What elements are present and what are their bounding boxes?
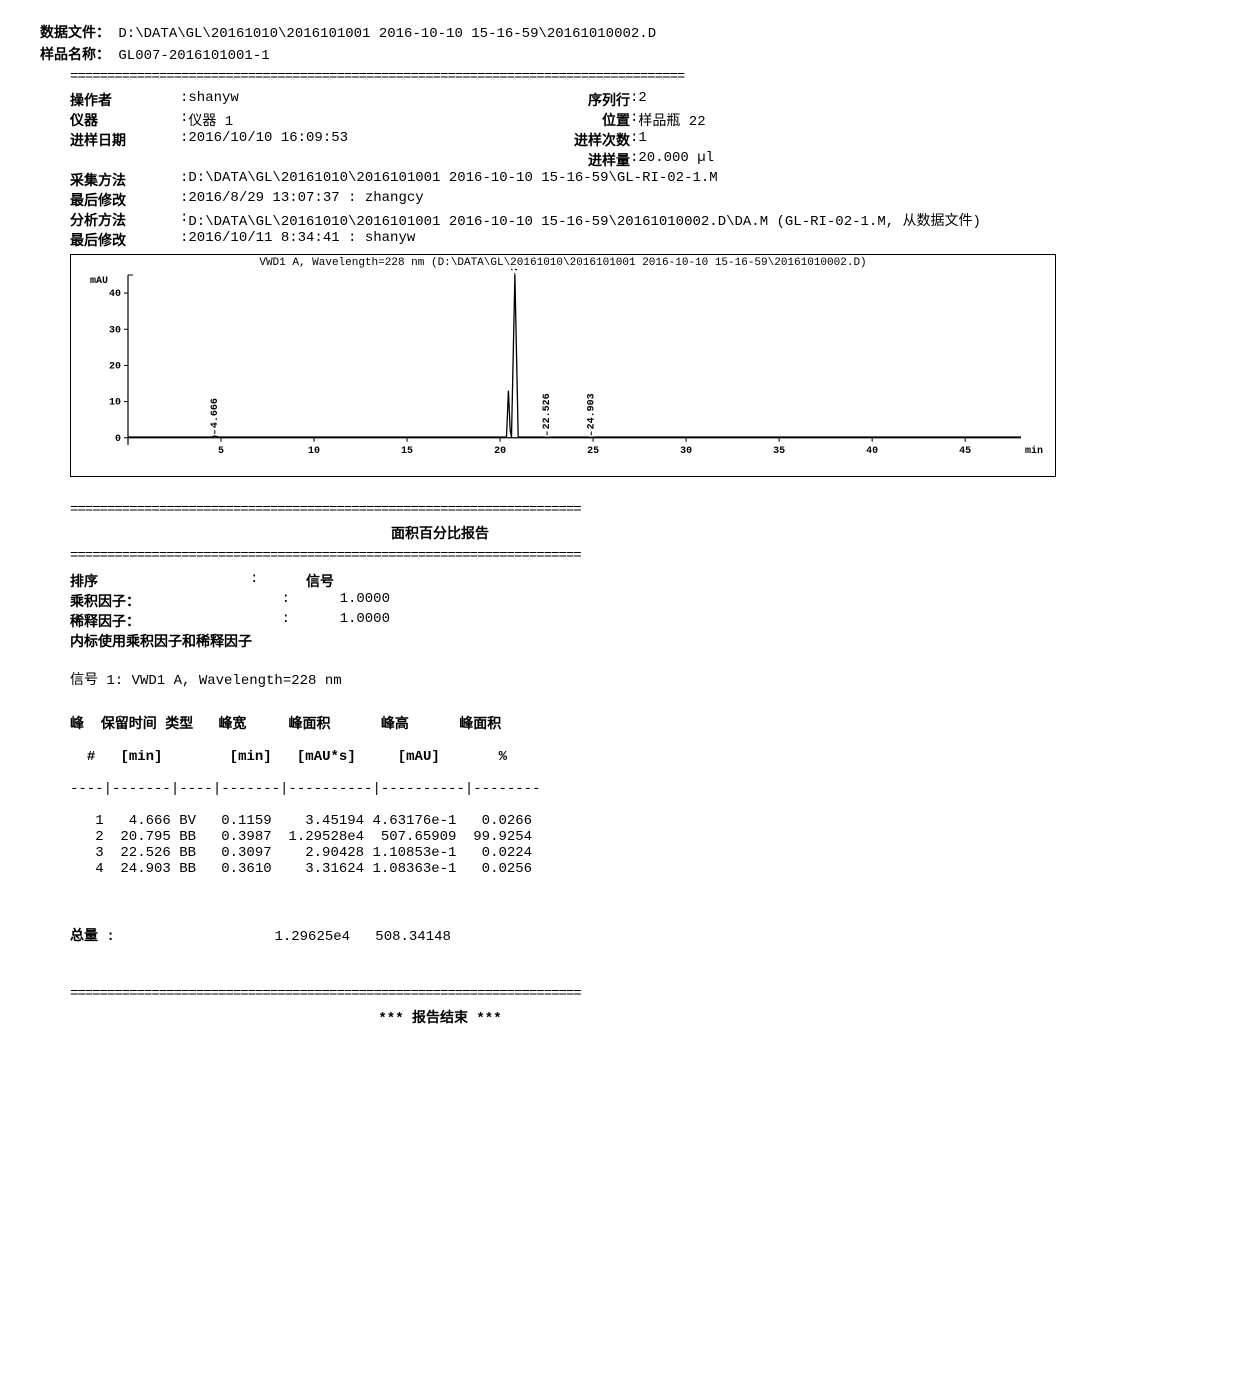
mult-label: 乘积因子： xyxy=(70,591,250,611)
svg-text:0: 0 xyxy=(115,434,121,445)
table-header-1: 峰 保留时间 类型 峰宽 峰面积 峰高 峰面积 xyxy=(70,713,1200,733)
lastmod2-value: 2016/10/11 8:34:41 : shanyw xyxy=(188,230,415,250)
seqrow-label: 序列行 xyxy=(550,90,630,110)
operator-value: shanyw xyxy=(188,90,238,110)
svg-text:30: 30 xyxy=(109,325,121,336)
datafile-label: 数据文件： xyxy=(40,26,110,42)
svg-text:10: 10 xyxy=(109,398,121,409)
table-row: 3 22.526 BB 0.3097 2.90428 1.10853e-1 0.… xyxy=(70,845,1200,861)
dil-value: 1.0000 xyxy=(290,611,390,631)
operator-label: 操作者 xyxy=(70,90,180,110)
svg-text:15: 15 xyxy=(401,446,413,457)
mult-value: 1.0000 xyxy=(290,591,390,611)
meta-block: ========================================… xyxy=(70,72,1200,250)
datafile-value: D:\DATA\GL\20161010\2016101001 2016-10-1… xyxy=(118,26,656,42)
anamethod-label: 分析方法 xyxy=(70,210,180,230)
report-params: 排序 : 信号 乘积因子： : 1.0000 稀释因子： : 1.0000 内标… xyxy=(70,571,1200,651)
acqmethod-label: 采集方法 xyxy=(70,170,180,190)
table-header-2: # [min] [min] [mAU*s] [mAU] % xyxy=(70,749,1200,765)
svg-text:25: 25 xyxy=(587,446,599,457)
svg-text:35: 35 xyxy=(773,446,785,457)
instrument-value: 仪器 1 xyxy=(188,110,233,130)
sort-value: 信号 xyxy=(290,571,350,591)
seqrow-value: 2 xyxy=(638,90,646,110)
report-section: ========================================… xyxy=(70,505,810,561)
svg-text:40: 40 xyxy=(866,446,878,457)
svg-text:5: 5 xyxy=(218,446,224,457)
datafile-line: 数据文件： D:\DATA\GL\20161010\2016101001 201… xyxy=(40,22,1200,42)
separator-end: ========================================… xyxy=(70,989,810,999)
table-rule: ----|-------|----|-------|----------|---… xyxy=(70,781,1200,797)
svg-text:min: min xyxy=(1025,445,1043,457)
svg-text:22.526: 22.526 xyxy=(542,393,553,429)
separator-report-top: ========================================… xyxy=(70,505,810,515)
lastmod1-label: 最后修改 xyxy=(70,190,180,210)
svg-text:30: 30 xyxy=(680,446,692,457)
separator-top: ========================================… xyxy=(70,72,1200,82)
svg-text:45: 45 xyxy=(959,446,971,457)
chromatogram-title: VWD1 A, Wavelength=228 nm (D:\DATA\GL\20… xyxy=(73,257,1053,269)
istd-note: 内标使用乘积因子和稀释因子 xyxy=(70,631,252,651)
svg-text:40: 40 xyxy=(109,289,121,300)
position-value: 样品瓶 22 xyxy=(638,110,705,130)
svg-text:20: 20 xyxy=(109,361,121,372)
anamethod-value: D:\DATA\GL\20161010\2016101001 2016-10-1… xyxy=(188,210,1200,230)
injcount-label: 进样次数 xyxy=(550,130,630,150)
injvol-label: 进样量 xyxy=(550,150,630,170)
injvol-value: 20.000 µl xyxy=(638,150,714,170)
lastmod2-label: 最后修改 xyxy=(70,230,180,250)
meta-colon: : xyxy=(180,90,188,110)
separator-report-bottom: ========================================… xyxy=(70,551,810,561)
table-row: 1 4.666 BV 0.1159 3.45194 4.63176e-1 0.0… xyxy=(70,813,1200,829)
svg-text:20.795: 20.795 xyxy=(510,269,521,271)
samplename-label: 样品名称： xyxy=(40,48,110,64)
meta-colon: : xyxy=(630,90,638,110)
injcount-value: 1 xyxy=(638,130,646,150)
sort-label: 排序 xyxy=(70,571,250,591)
injdate-label: 进样日期 xyxy=(70,130,180,150)
samplename-value: GL007-2016101001-1 xyxy=(118,48,269,64)
svg-text:24.903: 24.903 xyxy=(586,393,597,429)
svg-text:4.666: 4.666 xyxy=(210,398,221,428)
end-text: *** 报告结束 *** xyxy=(70,1007,810,1027)
svg-text:10: 10 xyxy=(308,446,320,457)
acqmethod-value: D:\DATA\GL\20161010\2016101001 2016-10-1… xyxy=(188,170,717,190)
totals-row: 总量 : 1.29625e4 508.34148 xyxy=(70,925,1200,945)
report-title: 面积百分比报告 xyxy=(70,523,810,543)
peak-table: 峰 保留时间 类型 峰宽 峰面积 峰高 峰面积 # [min] [min] [m… xyxy=(70,697,1200,961)
svg-text:20: 20 xyxy=(494,446,506,457)
samplename-line: 样品名称： GL007-2016101001-1 xyxy=(40,44,1200,64)
table-blank xyxy=(70,893,1200,909)
chromatogram-frame: VWD1 A, Wavelength=228 nm (D:\DATA\GL\20… xyxy=(70,254,1056,477)
instrument-label: 仪器 xyxy=(70,110,180,130)
table-row: 4 24.903 BB 0.3610 3.31624 1.08363e-1 0.… xyxy=(70,861,1200,877)
report-end: ========================================… xyxy=(70,989,810,1027)
chromatogram-chart: mAU 0 10 20 30 40 5 10 15 20 25 30 35 40 45 min 4.666 20.… xyxy=(73,269,1049,469)
svg-text:mAU: mAU xyxy=(90,276,108,287)
injdate-value: 2016/10/10 16:09:53 xyxy=(188,130,348,150)
dil-label: 稀释因子： xyxy=(70,611,250,631)
signal-line: 信号 1: VWD1 A, Wavelength=228 nm xyxy=(70,669,1200,689)
lastmod1-value: 2016/8/29 13:07:37 : zhangcy xyxy=(188,190,423,210)
table-row: 2 20.795 BB 0.3987 1.29528e4 507.65909 9… xyxy=(70,829,1200,845)
position-label: 位置 xyxy=(550,110,630,130)
